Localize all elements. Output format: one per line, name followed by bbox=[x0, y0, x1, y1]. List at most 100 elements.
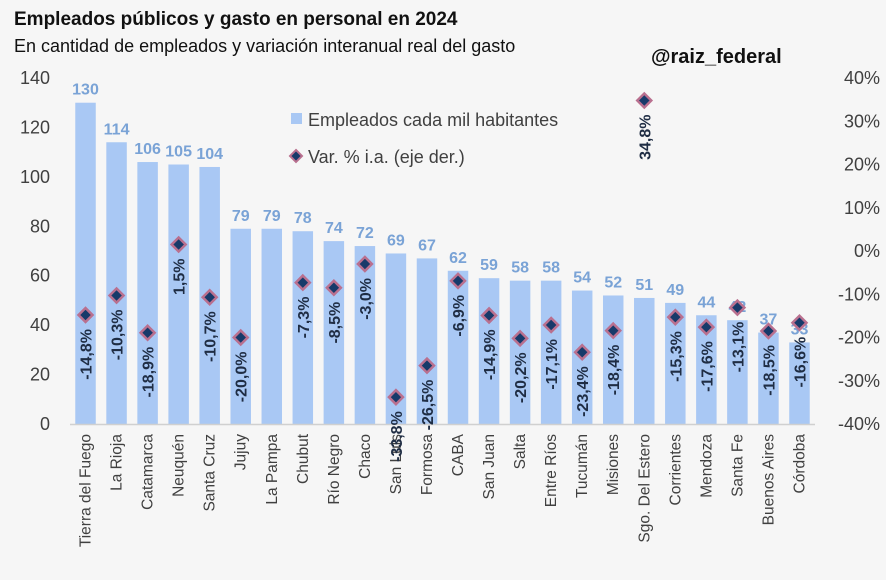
category-label: Formosa bbox=[419, 434, 436, 496]
bar-value-label: 130 bbox=[72, 82, 99, 99]
bar-value-label: 49 bbox=[666, 282, 684, 299]
pct-marker bbox=[325, 278, 343, 297]
bar bbox=[137, 162, 158, 424]
legend-diamond-icon bbox=[288, 148, 304, 164]
category-label: Santa Fe bbox=[729, 434, 746, 497]
pct-value-label: -3,0% bbox=[358, 278, 375, 320]
pct-value-label: -14,9% bbox=[482, 329, 499, 380]
left-tick-label: 80 bbox=[30, 216, 50, 236]
bar bbox=[385, 253, 407, 424]
pct-value-label: -13,1% bbox=[730, 322, 747, 373]
left-tick-label: 140 bbox=[20, 68, 50, 88]
bar-value-label: 79 bbox=[232, 208, 250, 225]
left-tick-label: 60 bbox=[30, 266, 50, 286]
pct-marker bbox=[294, 273, 312, 292]
pct-marker bbox=[356, 255, 374, 273]
bar bbox=[447, 270, 469, 424]
category-label: Santa Cruz bbox=[202, 434, 219, 512]
pct-value-label: -15,3% bbox=[668, 331, 685, 382]
category-label: Entre Ríos bbox=[543, 434, 560, 507]
pct-marker bbox=[604, 321, 622, 340]
pct-value-label: 1,5% bbox=[172, 259, 189, 295]
right-tick-label: -30% bbox=[838, 371, 880, 391]
bar bbox=[509, 280, 531, 424]
category-label: Corrientes bbox=[667, 434, 684, 506]
chart-subtitle: En cantidad de empleados y variación int… bbox=[14, 36, 516, 56]
pct-value-label: -26,5% bbox=[420, 380, 437, 431]
category-label: Jujuy bbox=[233, 434, 250, 470]
bar-value-label: 37 bbox=[760, 312, 778, 329]
pct-value-label: -23,4% bbox=[575, 366, 592, 417]
category-label: San Juan bbox=[481, 434, 498, 500]
pct-marker bbox=[697, 318, 716, 336]
right-tick-label: 20% bbox=[844, 155, 880, 175]
bar bbox=[758, 332, 779, 424]
right-tick-label: 0% bbox=[854, 241, 880, 261]
category-label: San Luis bbox=[388, 434, 405, 495]
category-label: CABA bbox=[450, 433, 467, 476]
bar bbox=[416, 258, 438, 424]
bar bbox=[789, 342, 810, 424]
right-tick-label: -40% bbox=[838, 414, 880, 434]
right-tick-label: 30% bbox=[844, 111, 880, 131]
author-handle: @raiz_federal bbox=[651, 46, 782, 68]
pct-marker bbox=[790, 314, 809, 332]
bar-value-label: 114 bbox=[104, 121, 130, 138]
left-tick-label: 0 bbox=[40, 414, 50, 434]
bar-value-label: 44 bbox=[697, 294, 715, 311]
bar-value-label: 51 bbox=[635, 277, 653, 294]
category-label: Tucumán bbox=[574, 434, 591, 498]
legend-label-pct: Var. % i.a. (eje der.) bbox=[308, 147, 465, 167]
pct-marker bbox=[231, 328, 250, 347]
bar bbox=[634, 297, 655, 424]
bar-value-label: 74 bbox=[325, 220, 343, 237]
bar-value-label: 69 bbox=[387, 232, 405, 249]
right-tick-label: -10% bbox=[838, 284, 880, 304]
pct-value-label: -16,6% bbox=[792, 337, 809, 388]
category-label: Catamarca bbox=[140, 434, 157, 510]
pct-value-label: -6,9% bbox=[451, 295, 468, 337]
category-label: Córdoba bbox=[791, 434, 808, 494]
chart-title: Empleados públicos y gasto en personal e… bbox=[14, 9, 458, 30]
right-tick-label: 10% bbox=[844, 198, 880, 218]
pct-marker bbox=[511, 329, 529, 348]
bar bbox=[540, 280, 562, 424]
pct-value-label: -8,5% bbox=[327, 302, 344, 344]
pct-marker bbox=[573, 343, 591, 361]
bar-value-label: 78 bbox=[294, 210, 312, 227]
pct-value-label: -10,7% bbox=[203, 311, 220, 362]
bar-value-label: 58 bbox=[511, 260, 529, 277]
right-tick-label: 40% bbox=[844, 68, 880, 88]
left-tick-label: 40 bbox=[30, 315, 50, 335]
pct-marker bbox=[107, 286, 126, 305]
legend-label-bars: Empleados cada mil habitantes bbox=[308, 110, 558, 130]
bar bbox=[168, 164, 189, 424]
bar bbox=[230, 228, 251, 424]
pct-value-label: -18,9% bbox=[141, 347, 158, 398]
pct-marker bbox=[387, 388, 405, 406]
bar bbox=[261, 228, 283, 424]
pct-markers-layer bbox=[76, 91, 809, 406]
bars-layer bbox=[75, 102, 810, 424]
bar bbox=[727, 320, 748, 424]
bar-value-label: 67 bbox=[418, 237, 436, 254]
pct-marker bbox=[138, 323, 157, 342]
legend: Empleados cada mil habitantes Var. % i.a… bbox=[288, 110, 558, 167]
pct-marker bbox=[542, 316, 560, 334]
pct-value-label: -20,2% bbox=[513, 352, 530, 403]
bar-value-label: 105 bbox=[165, 144, 192, 161]
category-label: Tierra del Fuego bbox=[78, 434, 95, 547]
pct-marker bbox=[418, 356, 436, 375]
pct-marker bbox=[480, 306, 498, 325]
pct-value-label: -20,0% bbox=[234, 352, 251, 403]
pct-marker bbox=[635, 91, 654, 110]
pct-value-label: -10,3% bbox=[110, 310, 127, 361]
bar-value-label: 54 bbox=[573, 270, 591, 287]
category-label: Salta bbox=[512, 434, 529, 470]
legend-bar-swatch bbox=[291, 113, 302, 124]
pct-marker bbox=[200, 288, 219, 307]
pct-value-label: -7,3% bbox=[296, 297, 313, 339]
pct-value-labels: -14,8% -10,3%-18,9%1,5%-10,7%-20,0%-7,3% -… bbox=[79, 114, 810, 461]
pct-marker bbox=[728, 298, 747, 317]
